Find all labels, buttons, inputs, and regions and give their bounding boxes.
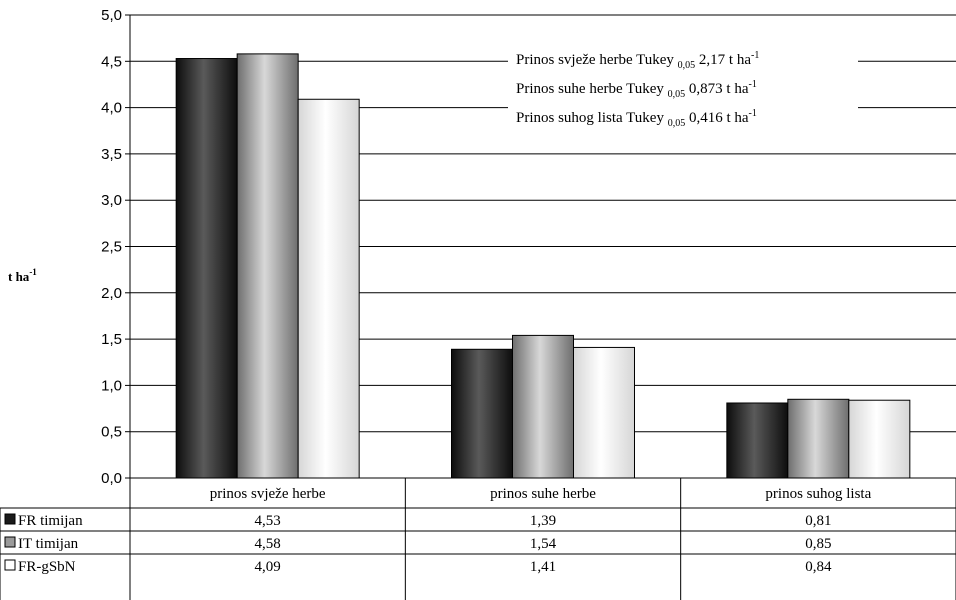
data-value-cell: 0,84 (805, 559, 832, 575)
bar (787, 398, 850, 479)
data-table: prinos svježe herbe prinos suhe herbe prin… (0, 477, 956, 600)
category-label: prinos svježe herbe (210, 486, 326, 502)
data-value-cell: 1,39 (530, 513, 556, 529)
series-name: FR timijan (18, 513, 83, 529)
data-value-cell: 1,54 (530, 536, 557, 552)
category-label: prinos suhog lista (765, 486, 871, 502)
data-value-cell: 0,81 (805, 513, 831, 529)
bar (512, 334, 574, 479)
series-name: FR-gSbN (18, 559, 76, 575)
bar (236, 53, 299, 479)
y-tick-label: 1,0 (101, 377, 122, 394)
legend-swatch (4, 513, 16, 525)
data-value-cell: 0,85 (805, 536, 831, 552)
tukey-annotation: Prinos suhe herbe Tukey 0,05 0,873 t ha-… (516, 79, 757, 100)
y-tick-label: 3,5 (101, 146, 122, 163)
bar (175, 58, 238, 479)
tukey-annotation: Prinos svježe herbe Tukey 0,05 2,17 t ha… (516, 50, 759, 71)
y-tick-label: 3,0 (101, 192, 122, 209)
data-value-cell: 4,58 (255, 536, 281, 552)
bar (726, 402, 789, 479)
tukey-annotation-box: Prinos svježe herbe Tukey 0,05 2,17 t ha… (508, 42, 858, 147)
bar (297, 98, 360, 479)
tukey-annotation: Prinos suhog lista Tukey 0,05 0,416 t ha… (516, 108, 757, 129)
y-tick-label: 1,5 (101, 331, 122, 348)
y-tick-label: 2,0 (101, 285, 122, 302)
y-tick-label: 0,5 (101, 424, 122, 441)
legend-swatch (4, 536, 16, 548)
data-value-cell: 1,41 (530, 559, 556, 575)
y-tick-labels: 0,0 0,5 1,0 1,5 2,0 2,5 3,0 3,5 4,0 4,5 5,0 (101, 7, 122, 487)
bar (848, 399, 911, 479)
y-axis-label: t ha-1 (8, 267, 37, 284)
bar (573, 346, 635, 479)
legend-swatch (4, 559, 16, 571)
data-value-cell: 4,09 (255, 559, 281, 575)
bars (175, 53, 911, 479)
annotation-background (508, 42, 858, 147)
y-tick-label: 4,0 (101, 100, 122, 117)
data-value-cell: 4,53 (255, 513, 281, 529)
bar (451, 348, 513, 479)
y-tick-label: 2,5 (101, 239, 122, 256)
y-tick-label: 0,0 (101, 470, 122, 487)
y-tick-label: 4,5 (101, 53, 122, 70)
category-label: prinos suhe herbe (490, 486, 596, 502)
y-tick-label: 5,0 (101, 7, 122, 24)
series-name: IT timijan (18, 536, 79, 552)
